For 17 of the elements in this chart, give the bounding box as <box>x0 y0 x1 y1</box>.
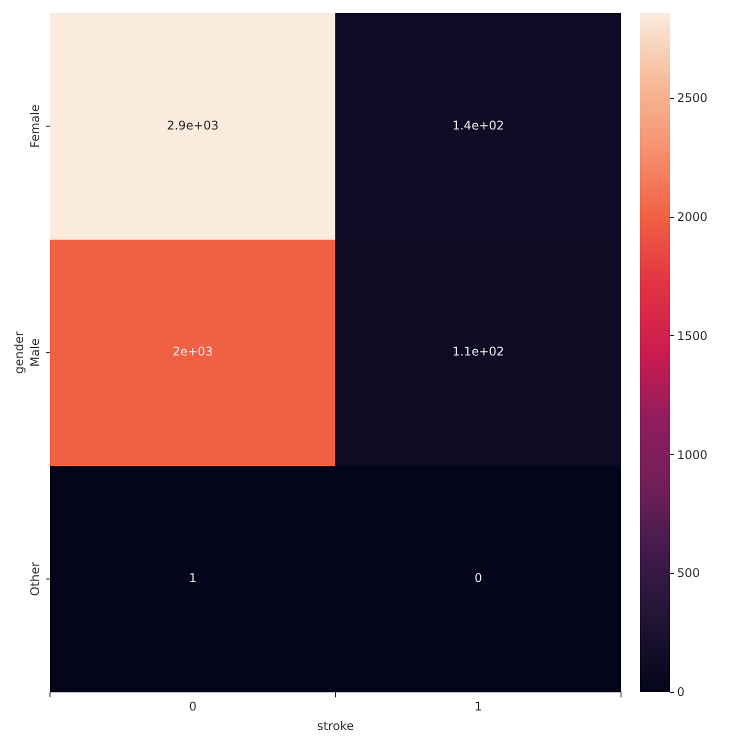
y-tick-label: Female <box>28 104 42 148</box>
color-bar-label: 1500 <box>677 328 708 343</box>
data-label: 1.4e+02 <box>452 118 504 132</box>
data-label: 2e+03 <box>172 344 213 359</box>
y-axis-title: gender <box>12 331 26 374</box>
data-label: 2.9e+03 <box>166 118 219 132</box>
data-label: 0 <box>474 571 482 586</box>
color-bar-label: 2500 <box>677 91 708 106</box>
y-tick-label: Other <box>28 562 42 596</box>
x-axis-title: stroke <box>317 718 354 733</box>
data-label: 1.1e+02 <box>452 344 504 359</box>
color-bar-label: 2000 <box>677 210 708 224</box>
y-tick-label: Male <box>28 338 42 367</box>
color-bar-label: 1000 <box>677 448 708 462</box>
color-bar-label: 0 <box>677 685 685 700</box>
data-label: 1 <box>188 571 197 586</box>
color-bar-label: 500 <box>677 566 700 580</box>
